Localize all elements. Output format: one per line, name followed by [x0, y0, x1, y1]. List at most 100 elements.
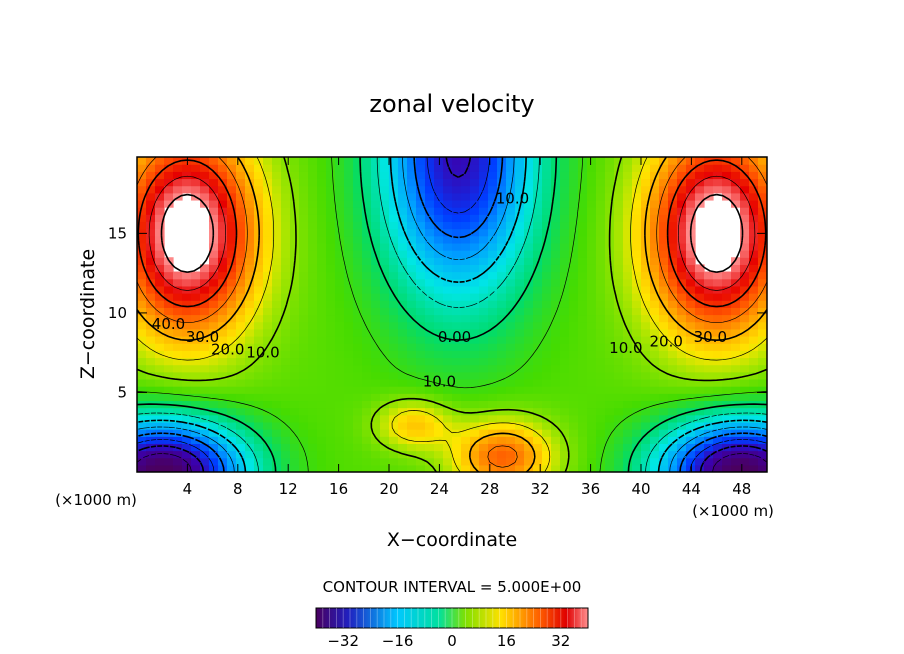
- field-cell: [524, 250, 534, 258]
- field-cell: [245, 421, 255, 430]
- field-cell: [434, 335, 444, 344]
- field-cell: [452, 221, 462, 230]
- field-cell: [704, 328, 714, 337]
- field-cell: [506, 464, 516, 472]
- field-cell: [452, 257, 462, 265]
- field-cell: [209, 393, 219, 402]
- field-cell: [245, 199, 255, 208]
- field-cell: [236, 343, 246, 351]
- field-cell: [677, 378, 687, 387]
- field-cell: [470, 328, 480, 337]
- field-cell: [137, 214, 147, 223]
- field-cell: [578, 450, 588, 459]
- field-cell: [731, 164, 741, 172]
- field-cell: [137, 314, 147, 323]
- field-cell: [569, 436, 579, 444]
- field-cell: [650, 429, 660, 437]
- field-cell: [272, 343, 282, 351]
- field-cell: [488, 364, 498, 373]
- field-cell: [650, 350, 660, 359]
- field-cell: [542, 185, 552, 194]
- field-cell: [434, 371, 444, 380]
- field-cell: [452, 250, 462, 258]
- field-cell: [596, 429, 606, 437]
- field-cell: [641, 378, 651, 387]
- field-cell: [317, 264, 327, 273]
- field-cell: [425, 264, 435, 273]
- field-cell: [479, 242, 489, 251]
- field-cell: [551, 386, 561, 394]
- field-cell: [479, 400, 489, 409]
- field-cell: [335, 421, 345, 430]
- field-cell: [389, 307, 399, 316]
- field-cell: [551, 199, 561, 208]
- field-cell: [200, 164, 210, 172]
- field-cell: [245, 464, 255, 472]
- field-cell: [749, 343, 759, 351]
- field-cell: [191, 386, 201, 394]
- field-cell: [452, 214, 462, 223]
- field-cell: [245, 157, 255, 165]
- field-cell: [506, 407, 516, 416]
- field-cell: [488, 278, 498, 287]
- field-cell: [479, 164, 489, 172]
- field-cell: [758, 393, 767, 402]
- field-cell: [380, 221, 390, 230]
- field-cell: [353, 357, 363, 366]
- field-cell: [263, 228, 273, 237]
- field-cell: [533, 400, 543, 409]
- field-cell: [641, 421, 651, 430]
- field-cell: [173, 343, 183, 351]
- y-tick-label: 5: [117, 383, 127, 401]
- field-cell: [380, 350, 390, 359]
- field-cell: [749, 228, 759, 237]
- field-cell: [218, 407, 228, 416]
- field-cell: [263, 421, 273, 430]
- field-cell: [488, 257, 498, 265]
- field-cell: [560, 250, 570, 258]
- field-cell: [191, 307, 201, 316]
- field-cell: [272, 386, 282, 394]
- field-cell: [245, 414, 255, 423]
- field-cell: [398, 214, 408, 223]
- field-cell: [344, 178, 354, 187]
- field-cell: [416, 278, 426, 287]
- field-cell: [605, 171, 615, 180]
- field-cell: [398, 242, 408, 251]
- field-cell: [254, 436, 264, 444]
- field-cell: [686, 357, 696, 366]
- contour-label: 10.0: [496, 189, 529, 207]
- field-cell: [407, 350, 417, 359]
- field-cell: [695, 407, 705, 416]
- field-cell: [704, 171, 714, 180]
- field-cell: [335, 185, 345, 194]
- field-cell: [353, 443, 363, 452]
- field-cell: [344, 464, 354, 472]
- field-cell: [542, 364, 552, 373]
- field-cell: [200, 464, 210, 472]
- field-cell: [605, 450, 615, 459]
- field-cell: [362, 321, 372, 330]
- field-cell: [668, 242, 678, 251]
- contour-line: [148, 175, 756, 291]
- field-cell: [308, 264, 318, 273]
- field-cell: [452, 293, 462, 301]
- field-cell: [515, 321, 525, 330]
- field-cell: [596, 436, 606, 444]
- field-cell: [614, 207, 624, 215]
- field-cell: [506, 450, 516, 459]
- field-cell: [758, 171, 767, 180]
- field-cell: [416, 464, 426, 472]
- field-cell: [191, 400, 201, 409]
- field-cell: [452, 464, 462, 472]
- field-cell: [245, 450, 255, 459]
- field-cell: [191, 350, 201, 359]
- field-cell: [659, 164, 669, 172]
- field-cell: [416, 335, 426, 344]
- field-cell: [758, 357, 767, 366]
- field-cell: [308, 464, 318, 472]
- field-cell: [479, 414, 489, 423]
- field-cell: [209, 414, 219, 423]
- field-cell: [299, 357, 309, 366]
- field-cell: [263, 164, 273, 172]
